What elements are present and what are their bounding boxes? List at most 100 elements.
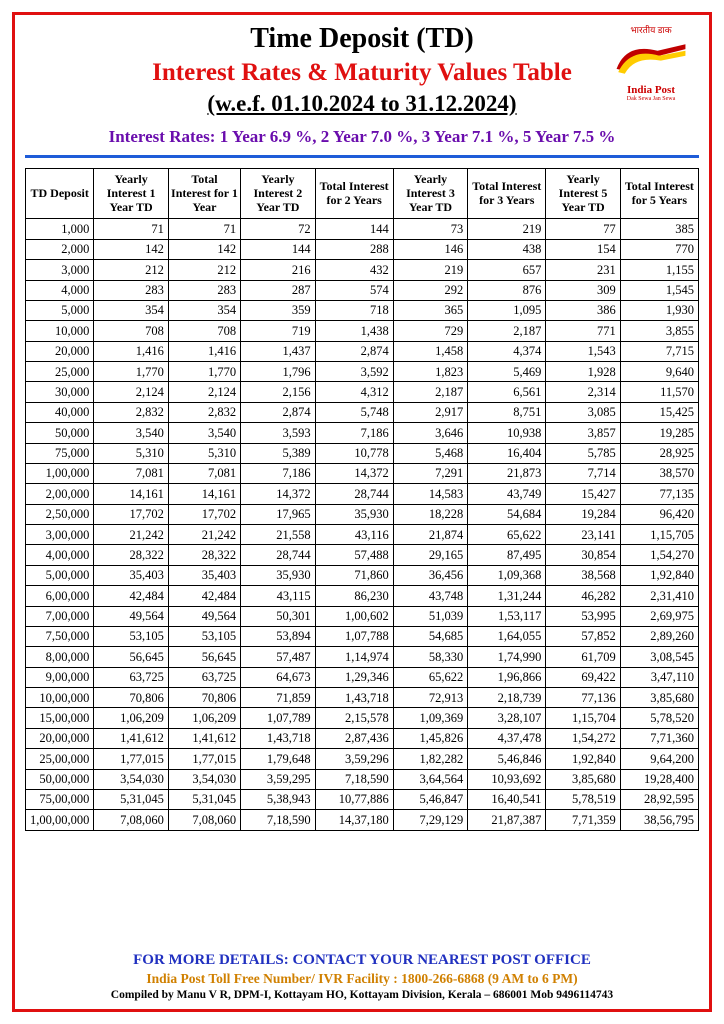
value-cell: 42,484 — [168, 586, 240, 606]
value-cell: 17,702 — [94, 504, 168, 524]
table-row: 2,50,00017,70217,70217,96535,93018,22854… — [26, 504, 699, 524]
value-cell: 708 — [168, 321, 240, 341]
value-cell: 365 — [393, 300, 467, 320]
column-header: Total Interest for 3 Years — [468, 169, 546, 219]
value-cell: 354 — [94, 300, 168, 320]
value-cell: 87,495 — [468, 545, 546, 565]
value-cell: 1,64,055 — [468, 626, 546, 646]
table-row: 25,00,0001,77,0151,77,0151,79,6483,59,29… — [26, 749, 699, 769]
value-cell: 5,310 — [94, 443, 168, 463]
value-cell: 3,592 — [315, 362, 393, 382]
value-cell: 21,242 — [94, 525, 168, 545]
value-cell: 292 — [393, 280, 467, 300]
value-cell: 17,965 — [241, 504, 315, 524]
table-row: 9,00,00063,72563,72564,6731,29,34665,622… — [26, 667, 699, 687]
value-cell: 19,28,400 — [620, 769, 698, 789]
value-cell: 2,187 — [393, 382, 467, 402]
value-cell: 1,07,789 — [241, 708, 315, 728]
value-cell: 2,15,578 — [315, 708, 393, 728]
value-cell: 72 — [241, 219, 315, 239]
value-cell: 729 — [393, 321, 467, 341]
value-cell: 1,29,346 — [315, 667, 393, 687]
value-cell: 43,115 — [241, 586, 315, 606]
value-cell: 3,64,564 — [393, 769, 467, 789]
value-cell: 18,228 — [393, 504, 467, 524]
table-row: 8,00,00056,64556,64557,4871,14,97458,330… — [26, 647, 699, 667]
value-cell: 876 — [468, 280, 546, 300]
value-cell: 61,709 — [546, 647, 620, 667]
value-cell: 14,372 — [315, 463, 393, 483]
value-cell: 2,31,410 — [620, 586, 698, 606]
logo-tagline: Dak Sewa Jan Sewa — [605, 96, 697, 102]
value-cell: 35,930 — [241, 565, 315, 585]
value-cell: 283 — [94, 280, 168, 300]
value-cell: 2,89,260 — [620, 626, 698, 646]
table-row: 7,50,00053,10553,10553,8941,07,78854,685… — [26, 626, 699, 646]
table-row: 5,0003543543597183651,0953861,930 — [26, 300, 699, 320]
value-cell: 2,314 — [546, 382, 620, 402]
value-cell: 28,925 — [620, 443, 698, 463]
value-cell: 1,155 — [620, 260, 698, 280]
table-row: 25,0001,7701,7701,7963,5921,8235,4691,92… — [26, 362, 699, 382]
value-cell: 5,38,943 — [241, 789, 315, 809]
value-cell: 287 — [241, 280, 315, 300]
value-cell: 6,561 — [468, 382, 546, 402]
value-cell: 19,285 — [620, 423, 698, 443]
value-cell: 7,18,590 — [315, 769, 393, 789]
value-cell: 154 — [546, 239, 620, 259]
value-cell: 5,46,846 — [468, 749, 546, 769]
value-cell: 1,770 — [168, 362, 240, 382]
deposit-cell: 10,00,000 — [26, 688, 94, 708]
value-cell: 63,725 — [94, 667, 168, 687]
logo-brand-text: India Post — [605, 84, 697, 96]
value-cell: 5,78,520 — [620, 708, 698, 728]
td-rates-table: TD DepositYearly Interest 1 Year TDTotal… — [25, 168, 699, 831]
value-cell: 2,87,436 — [315, 728, 393, 748]
value-cell: 9,640 — [620, 362, 698, 382]
value-cell: 1,796 — [241, 362, 315, 382]
india-post-logo: भारतीय डाक India Post Dak Sewa Jan Sewa — [605, 23, 697, 102]
value-cell: 28,92,595 — [620, 789, 698, 809]
value-cell: 359 — [241, 300, 315, 320]
value-cell: 69,422 — [546, 667, 620, 687]
deposit-cell: 40,000 — [26, 402, 94, 422]
value-cell: 1,77,015 — [168, 749, 240, 769]
value-cell: 11,570 — [620, 382, 698, 402]
value-cell: 432 — [315, 260, 393, 280]
value-cell: 385 — [620, 219, 698, 239]
value-cell: 219 — [393, 260, 467, 280]
value-cell: 7,08,060 — [168, 810, 240, 830]
value-cell: 142 — [94, 239, 168, 259]
value-cell: 3,593 — [241, 423, 315, 443]
value-cell: 10,778 — [315, 443, 393, 463]
value-cell: 1,09,368 — [468, 565, 546, 585]
table-row: 15,00,0001,06,2091,06,2091,07,7892,15,57… — [26, 708, 699, 728]
value-cell: 1,41,612 — [94, 728, 168, 748]
value-cell: 50,301 — [241, 606, 315, 626]
value-cell: 72,913 — [393, 688, 467, 708]
table-row: 40,0002,8322,8322,8745,7482,9178,7513,08… — [26, 402, 699, 422]
value-cell: 4,37,478 — [468, 728, 546, 748]
value-cell: 38,570 — [620, 463, 698, 483]
deposit-cell: 5,00,000 — [26, 565, 94, 585]
deposit-cell: 7,50,000 — [26, 626, 94, 646]
value-cell: 7,081 — [168, 463, 240, 483]
divider-rule — [25, 155, 699, 158]
value-cell: 1,930 — [620, 300, 698, 320]
value-cell: 15,425 — [620, 402, 698, 422]
value-cell: 3,59,295 — [241, 769, 315, 789]
value-cell: 71 — [168, 219, 240, 239]
value-cell: 35,930 — [315, 504, 393, 524]
value-cell: 70,806 — [94, 688, 168, 708]
column-header: Yearly Interest 1 Year TD — [94, 169, 168, 219]
value-cell: 1,928 — [546, 362, 620, 382]
india-post-icon — [610, 36, 692, 82]
value-cell: 73 — [393, 219, 467, 239]
table-row: 4,0002832832875742928763091,545 — [26, 280, 699, 300]
value-cell: 8,751 — [468, 402, 546, 422]
value-cell: 77 — [546, 219, 620, 239]
value-cell: 14,161 — [168, 484, 240, 504]
column-header: Yearly Interest 5 Year TD — [546, 169, 620, 219]
value-cell: 21,873 — [468, 463, 546, 483]
value-cell: 10,938 — [468, 423, 546, 443]
